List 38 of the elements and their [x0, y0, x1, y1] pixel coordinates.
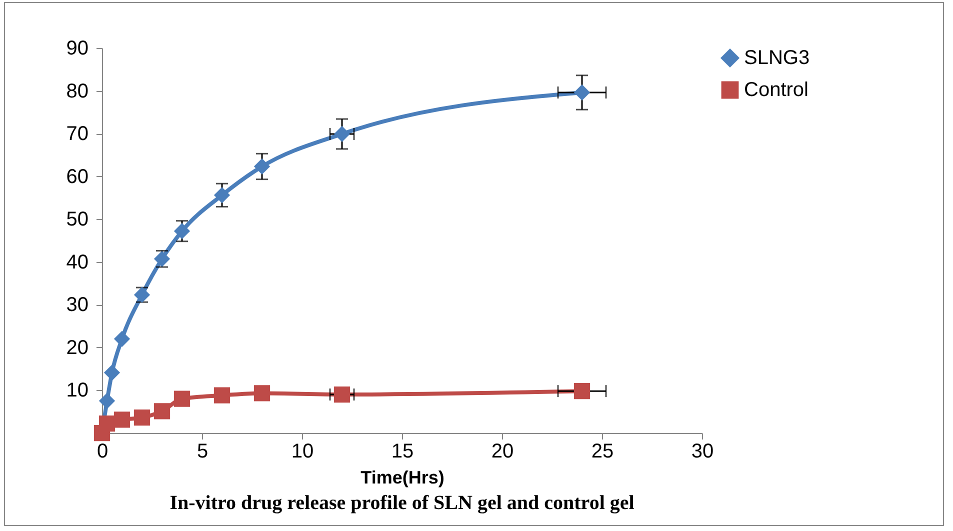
x-tick-label: 15	[391, 440, 414, 462]
x-tick-label: 10	[291, 440, 314, 462]
y-tick-label: 30	[66, 294, 88, 316]
point	[174, 223, 190, 240]
x-tick-label: 5	[196, 440, 208, 462]
point	[154, 403, 170, 420]
point	[104, 364, 120, 381]
y-tick-label: 20	[66, 336, 88, 359]
y-tick-label: 90	[66, 38, 88, 60]
point	[174, 390, 190, 407]
legend-label: SLNG3	[744, 47, 810, 69]
y-tick-label: 60	[66, 166, 88, 188]
y-tick-label: 10	[66, 380, 88, 402]
y-tick-label: 40	[66, 251, 88, 274]
point	[214, 187, 230, 204]
x-tick-label: 20	[491, 440, 514, 462]
point	[254, 158, 270, 175]
point	[154, 250, 170, 267]
point	[114, 330, 130, 347]
point	[214, 387, 230, 404]
point	[334, 126, 350, 142]
x-tick-label: 0	[96, 440, 108, 462]
point	[254, 385, 270, 402]
x-tick-label: 30	[691, 440, 714, 462]
point	[134, 410, 150, 426]
point	[574, 84, 590, 101]
y-tick-label: 50	[66, 208, 88, 231]
point	[98, 392, 116, 409]
y-tick-label: 70	[66, 123, 88, 146]
y-tick-label: 80	[66, 80, 88, 102]
legend-label: Control	[744, 79, 808, 101]
x-tick-label: 25	[591, 440, 614, 462]
text: In-vitro drug release profile of SLN gel and control gel	[170, 492, 635, 514]
point	[334, 386, 350, 403]
point	[574, 383, 590, 400]
x-axis-title: Time(Hrs)	[360, 468, 444, 488]
point	[114, 412, 130, 428]
point	[98, 416, 116, 432]
